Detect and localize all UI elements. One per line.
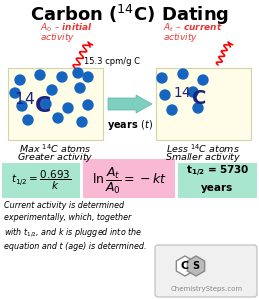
Text: $\ln \dfrac{A_t}{A_0} = -kt$: $\ln \dfrac{A_t}{A_0} = -kt$	[92, 165, 166, 196]
Circle shape	[23, 115, 33, 125]
Text: $\it{A_0}$ – initial: $\it{A_0}$ – initial	[40, 22, 93, 34]
Text: $\it{Smaller\ activity}$: $\it{Smaller\ activity}$	[165, 151, 241, 164]
Polygon shape	[176, 256, 194, 276]
FancyBboxPatch shape	[178, 163, 257, 198]
Text: $^{14}$C: $^{14}$C	[173, 87, 207, 109]
Text: $\it{activity}$: $\it{activity}$	[163, 31, 198, 44]
Circle shape	[47, 85, 57, 95]
Circle shape	[77, 117, 87, 127]
Circle shape	[157, 73, 167, 83]
Text: $\it{Less\ ^{14}C\ atoms}$: $\it{Less\ ^{14}C\ atoms}$	[166, 142, 240, 155]
Circle shape	[57, 72, 67, 82]
Circle shape	[167, 105, 177, 115]
Circle shape	[17, 101, 27, 111]
Circle shape	[73, 68, 83, 78]
Circle shape	[178, 69, 188, 79]
FancyBboxPatch shape	[2, 163, 80, 198]
Text: $\mathbf{t_{1/2}}$ = 5730
years: $\mathbf{t_{1/2}}$ = 5730 years	[186, 164, 249, 193]
Circle shape	[83, 72, 93, 82]
Circle shape	[53, 113, 63, 123]
Text: $\it{activity}$: $\it{activity}$	[40, 31, 75, 44]
Text: years $\it{(t)}$: years $\it{(t)}$	[107, 118, 153, 132]
Text: $t_{1/2} = \dfrac{0.693}{k}$: $t_{1/2} = \dfrac{0.693}{k}$	[11, 169, 71, 192]
Circle shape	[193, 103, 203, 113]
Text: Current activity is determined
experimentally, which, together
with $t_{1/2}$, a: Current activity is determined experimen…	[4, 201, 147, 251]
Text: S: S	[192, 261, 200, 271]
Text: $\it{Greater\ activity}$: $\it{Greater\ activity}$	[17, 151, 93, 164]
Circle shape	[198, 75, 208, 85]
Polygon shape	[187, 256, 205, 276]
Circle shape	[10, 88, 20, 98]
Text: $^{14}$C: $^{14}$C	[14, 92, 52, 118]
Text: 15.3 cpm/g C: 15.3 cpm/g C	[84, 57, 140, 66]
Circle shape	[75, 83, 85, 93]
Circle shape	[63, 103, 73, 113]
Circle shape	[160, 90, 170, 100]
FancyBboxPatch shape	[156, 68, 251, 140]
Circle shape	[41, 99, 51, 109]
Circle shape	[35, 70, 45, 80]
Circle shape	[15, 75, 25, 85]
Text: C: C	[181, 261, 189, 271]
FancyBboxPatch shape	[155, 245, 257, 297]
FancyBboxPatch shape	[8, 68, 103, 140]
Text: $\it{Max\ ^{14}C\ atoms}$: $\it{Max\ ^{14}C\ atoms}$	[19, 142, 91, 155]
Text: $\it{A_t}$ – current: $\it{A_t}$ – current	[163, 22, 223, 34]
Circle shape	[188, 87, 198, 97]
Polygon shape	[108, 95, 152, 113]
Text: Carbon ($^{14}$C) Dating: Carbon ($^{14}$C) Dating	[30, 3, 229, 27]
Text: ChemistrySteps.com: ChemistrySteps.com	[171, 286, 243, 292]
FancyBboxPatch shape	[83, 159, 175, 198]
Circle shape	[83, 100, 93, 110]
